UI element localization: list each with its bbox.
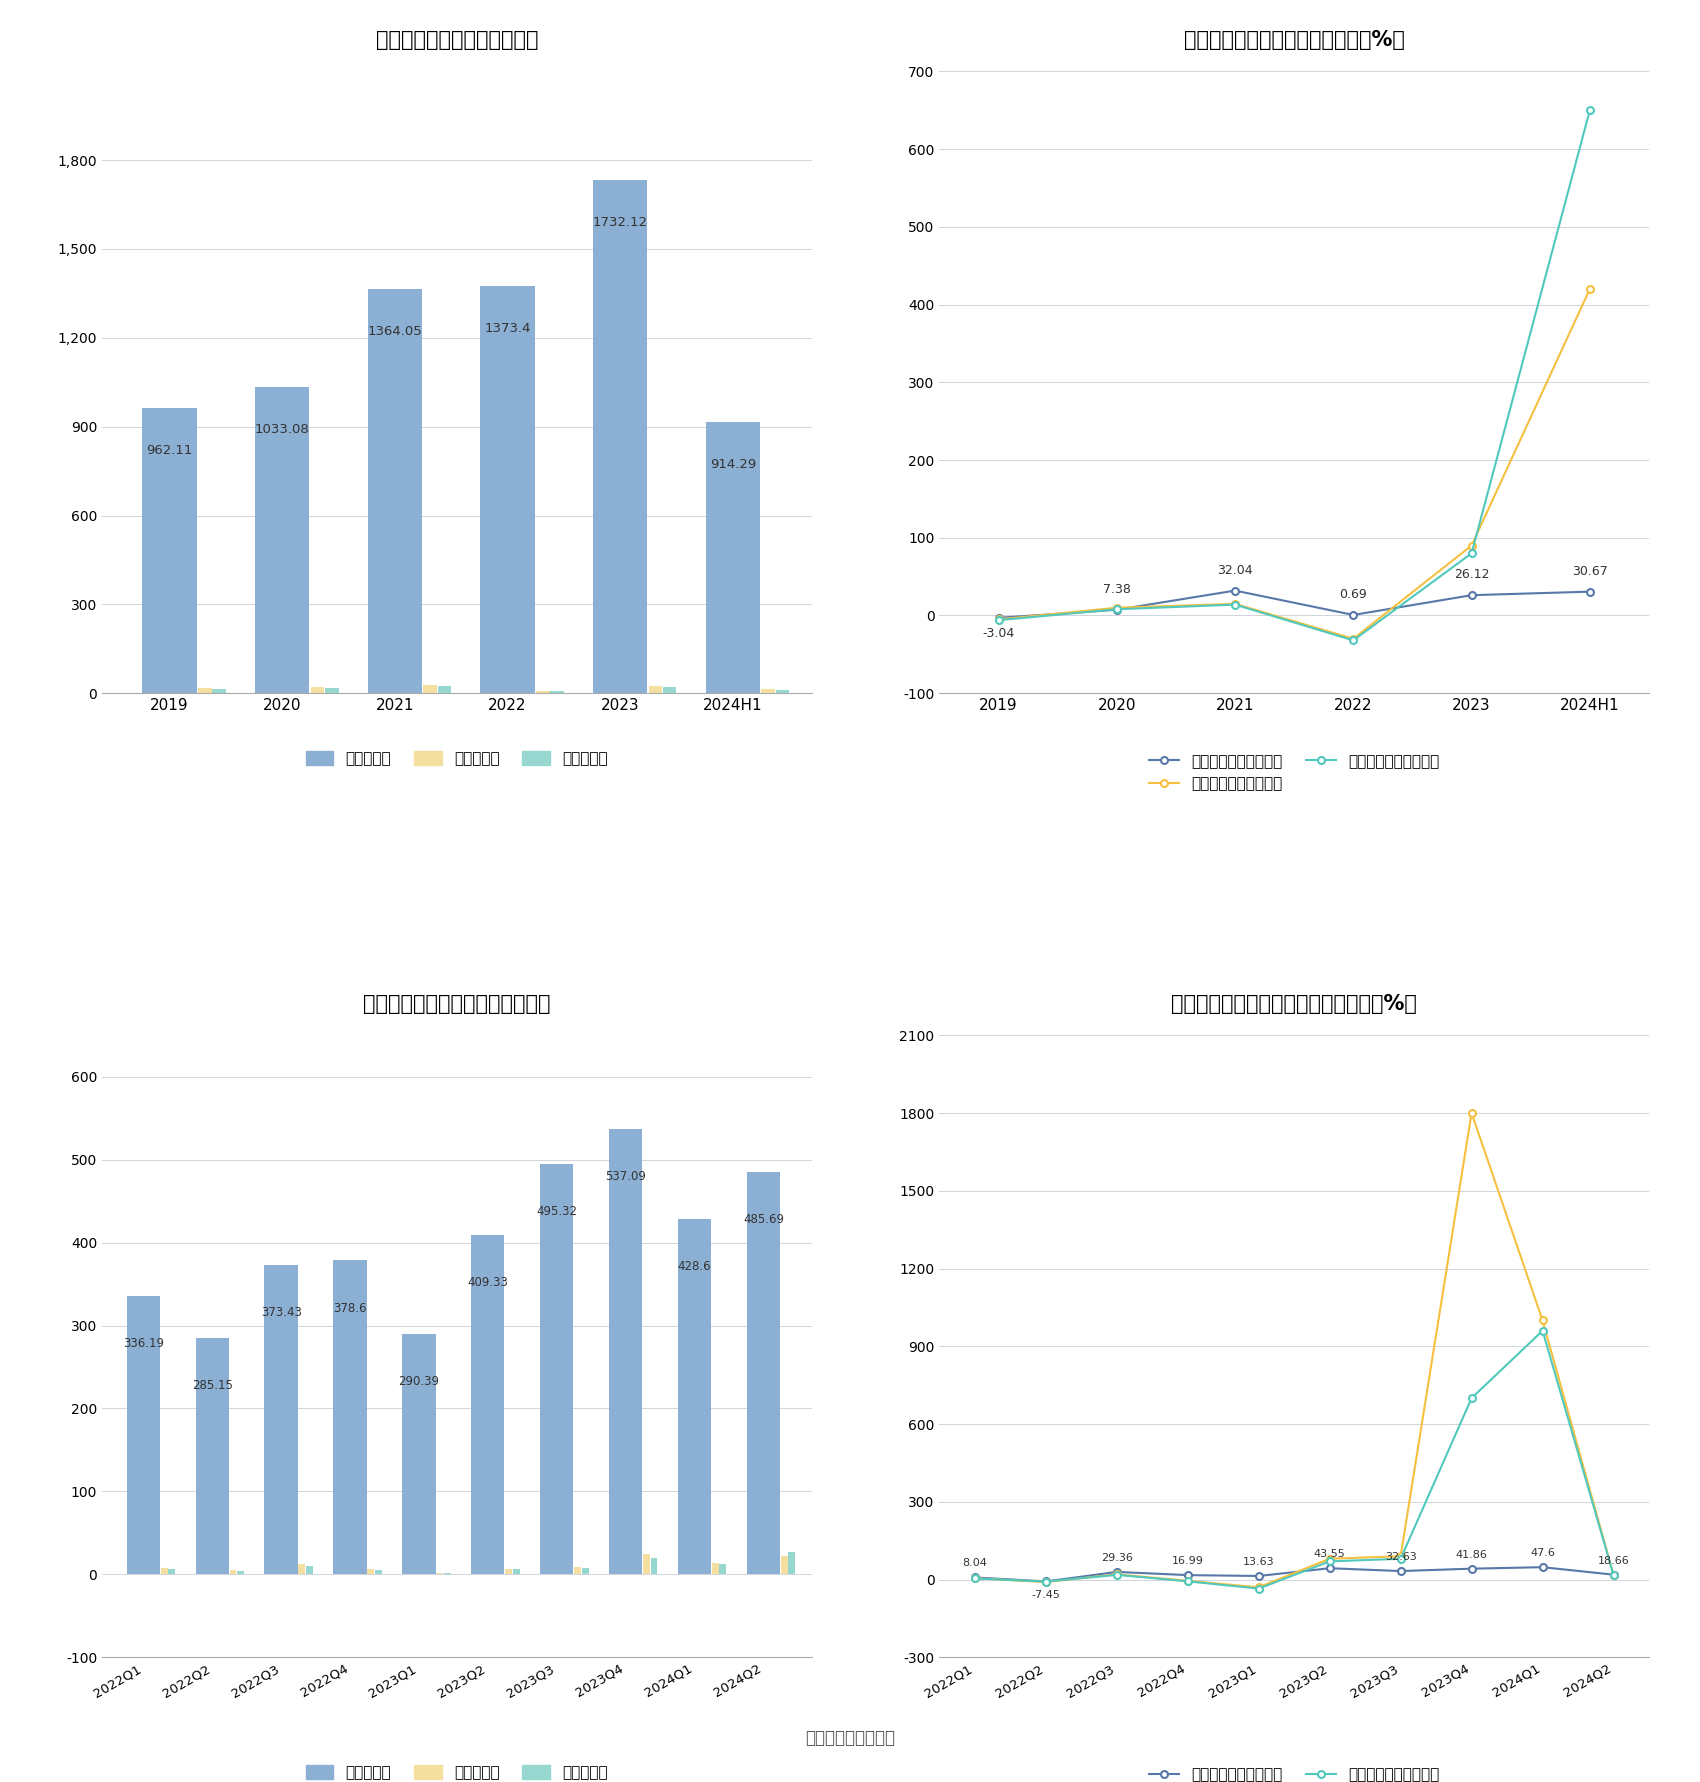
Text: 336.19: 336.19 (122, 1336, 163, 1351)
Legend: 营业总收入同比增长率, 归母净利润同比增长率, 扣非净利润同比增长率: 营业总收入同比增长率, 归母净利润同比增长率, 扣非净利润同比增长率 (1142, 748, 1445, 798)
Text: 962.11: 962.11 (146, 444, 192, 456)
Bar (789, 1552, 796, 1574)
Legend: 营业总收入, 归母净利润, 扣非净利润: 营业总收入, 归母净利润, 扣非净利润 (299, 1759, 614, 1782)
Text: 1364.05: 1364.05 (367, 324, 422, 339)
Text: 16.99: 16.99 (1171, 1556, 1204, 1566)
Text: 26.12: 26.12 (1454, 568, 1489, 581)
Bar (437, 686, 451, 693)
Text: 0.69: 0.69 (1340, 588, 1367, 601)
Bar (238, 1572, 245, 1574)
Bar (551, 691, 564, 693)
Text: 373.43: 373.43 (260, 1306, 301, 1319)
Title: 历年营收、净利同比增长率情况（%）: 历年营收、净利同比增长率情况（%） (1183, 30, 1404, 50)
Text: 428.6: 428.6 (678, 1260, 711, 1274)
Text: 30.67: 30.67 (1572, 565, 1608, 577)
Title: 营收、净利季度变动情况（亿元）: 营收、净利季度变动情况（亿元） (364, 994, 551, 1014)
Bar (128, 1296, 160, 1574)
Text: -3.04: -3.04 (983, 627, 1015, 640)
Text: 8.04: 8.04 (962, 1559, 988, 1568)
Bar (168, 1568, 175, 1574)
Text: 285.15: 285.15 (192, 1379, 233, 1392)
Bar (196, 1338, 230, 1574)
Bar (325, 688, 338, 693)
Bar (143, 408, 197, 693)
Bar (609, 1130, 643, 1574)
Text: 495.32: 495.32 (536, 1205, 578, 1219)
Text: 1732.12: 1732.12 (593, 216, 648, 228)
Legend: 营业总收入, 归母净利润, 扣非净利润: 营业总收入, 归母净利润, 扣非净利润 (299, 745, 614, 773)
Bar (265, 1265, 298, 1574)
Legend: 营业总收入同比增长率, 归母净利润同比增长率, 扣非净利润同比增长率: 营业总收入同比增长率, 归母净利润同比增长率, 扣非净利润同比增长率 (1142, 1761, 1445, 1782)
Bar (471, 1235, 505, 1574)
Bar (299, 1565, 306, 1574)
Title: 历年营收、净利情况（亿元）: 历年营收、净利情况（亿元） (376, 30, 539, 50)
Text: 1033.08: 1033.08 (255, 422, 309, 437)
Text: 914.29: 914.29 (709, 458, 756, 470)
Bar (780, 1556, 787, 1574)
Bar (712, 1563, 719, 1574)
Bar (311, 686, 325, 693)
Bar (649, 686, 663, 693)
Bar (513, 1570, 520, 1574)
Text: 32.63: 32.63 (1386, 1552, 1416, 1563)
Text: 数据来源：恒生聚源: 数据来源：恒生聚源 (806, 1729, 894, 1746)
Bar (505, 1568, 512, 1574)
Text: 7.38: 7.38 (1103, 583, 1130, 595)
Text: 485.69: 485.69 (743, 1214, 784, 1226)
Bar (423, 684, 437, 693)
Bar (199, 688, 212, 693)
Text: 41.86: 41.86 (1455, 1550, 1488, 1559)
Bar (575, 1566, 581, 1574)
Text: 378.6: 378.6 (333, 1303, 367, 1315)
Bar (762, 690, 775, 693)
Text: 1373.4: 1373.4 (484, 323, 530, 335)
Text: 18.66: 18.66 (1598, 1556, 1629, 1566)
Text: 29.36: 29.36 (1102, 1552, 1132, 1563)
Bar (541, 1164, 573, 1574)
Bar (479, 287, 536, 693)
Bar (255, 387, 309, 693)
Text: 537.09: 537.09 (605, 1171, 646, 1183)
Text: 32.04: 32.04 (1217, 563, 1253, 577)
Text: 290.39: 290.39 (398, 1376, 439, 1388)
Bar (230, 1570, 236, 1574)
Bar (663, 688, 677, 693)
Text: -7.45: -7.45 (1032, 1590, 1061, 1600)
Bar (367, 289, 422, 693)
Bar (746, 1171, 780, 1574)
Bar (651, 1557, 658, 1574)
Bar (333, 1260, 367, 1574)
Text: 13.63: 13.63 (1243, 1557, 1275, 1566)
Bar (678, 1219, 711, 1574)
Text: 43.55: 43.55 (1314, 1549, 1345, 1559)
Bar (719, 1565, 726, 1574)
Text: 47.6: 47.6 (1530, 1549, 1556, 1557)
Bar (581, 1568, 588, 1574)
Bar (706, 422, 760, 693)
Bar (643, 1554, 649, 1574)
Bar (593, 180, 648, 693)
Bar (212, 690, 226, 693)
Bar (376, 1570, 382, 1574)
Text: 409.33: 409.33 (468, 1276, 508, 1290)
Bar (162, 1568, 168, 1574)
Bar (306, 1566, 313, 1574)
Bar (403, 1333, 435, 1574)
Title: 营收、净利同比增长率季度变动情况（%）: 营收、净利同比增长率季度变动情况（%） (1171, 994, 1418, 1014)
Bar (775, 690, 789, 693)
Bar (367, 1570, 374, 1574)
Bar (536, 691, 549, 693)
